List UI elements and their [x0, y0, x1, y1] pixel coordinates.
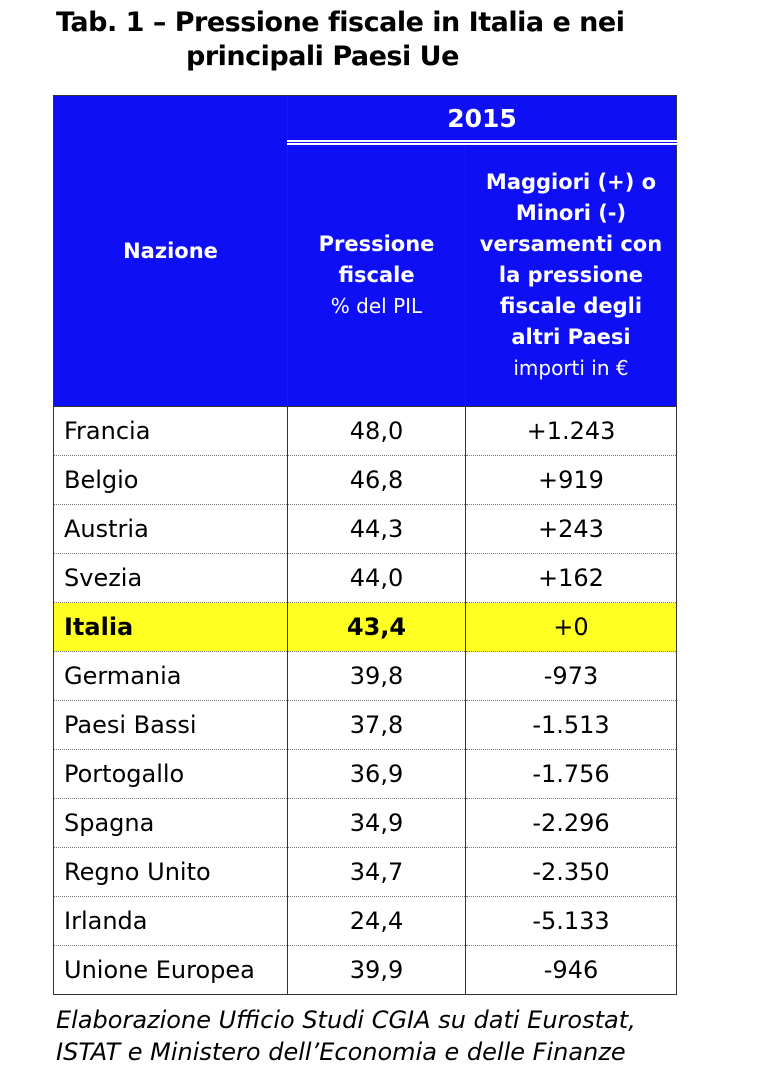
source-line: ISTAT e Ministero dell’Economia e delle …	[56, 1038, 626, 1066]
header-cell: Maggiori (+) o Minori (-) versamenti con…	[465, 142, 677, 407]
table-cell: 39,8	[287, 651, 466, 701]
header-unit: importi in €	[513, 356, 629, 380]
table-cell: -5.133	[465, 896, 677, 946]
table-cell: +919	[465, 455, 677, 505]
table-cell: Belgio	[53, 455, 288, 505]
table-row: Francia 48,0 +1.243	[53, 406, 677, 456]
table-row: Germania 39,8 -973	[53, 651, 677, 701]
header-title: Pressione fiscale	[318, 232, 435, 287]
header-cell: 2015	[287, 95, 677, 145]
table-cell: 34,9	[287, 798, 466, 848]
table-cell: Paesi Bassi	[53, 700, 288, 750]
table-cell: Portogallo	[53, 749, 288, 799]
table-cell: 34,7	[287, 847, 466, 897]
table-cell: 39,9	[287, 945, 466, 995]
table-cell: 36,9	[287, 749, 466, 799]
table-cell: Francia	[53, 406, 288, 456]
table-cell: 24,4	[287, 896, 466, 946]
header-unit: % del PIL	[330, 294, 423, 318]
table-cell: -1.756	[465, 749, 677, 799]
table-cell: Austria	[53, 504, 288, 554]
table-cell: +1.243	[465, 406, 677, 456]
table-cell: +162	[465, 553, 677, 603]
table-cell: Italia	[53, 602, 288, 652]
table-cell: +0	[465, 602, 677, 652]
table-row: Paesi Bassi 37,8 -1.513	[53, 700, 677, 750]
table: Nazione 2015 Pressione fiscale% del PIL …	[53, 95, 677, 995]
table-cell: Unione Europea	[53, 945, 288, 995]
header-cell: Pressione fiscale % del PIL	[287, 142, 466, 407]
table-cell: +243	[465, 504, 677, 554]
table-cell: -2.350	[465, 847, 677, 897]
table-row: Spagna 34,9 -2.296	[53, 798, 677, 848]
table-row: Unione Europea 39,9 -946	[53, 945, 677, 995]
table-cell: 44,0	[287, 553, 466, 603]
table-cell: Germania	[53, 651, 288, 701]
header-title: Maggiori (+) o Minori (-) versamenti con…	[479, 170, 663, 349]
table-row: Irlanda 24,4 -5.133	[53, 896, 677, 946]
table-cell: Spagna	[53, 798, 288, 848]
table-cell: 44,3	[287, 504, 466, 554]
table-cell: 43,4	[287, 602, 466, 652]
table-row: Regno Unito 34,7 -2.350	[53, 847, 677, 897]
table-cell: -1.513	[465, 700, 677, 750]
table-body: Francia 48,0 +1.243 Belgio 46,8 +919 Austria 44…	[53, 406, 677, 995]
header-cell: Nazione	[53, 95, 288, 407]
table-cell: 48,0	[287, 406, 466, 456]
title: Tab. 1 – Pressione fiscale in Italia e n…	[56, 6, 625, 74]
title-line: principali Paesi Ue	[186, 41, 459, 72]
table-cell: -2.296	[465, 798, 677, 848]
table-cell: Irlanda	[53, 896, 288, 946]
table-cell: 46,8	[287, 455, 466, 505]
title-line: Tab. 1 – Pressione fiscale in Italia e n…	[56, 7, 625, 38]
source: Elaborazione Ufficio Studi CGIA su dati …	[56, 1004, 636, 1068]
table-cell: Svezia	[53, 553, 288, 603]
table-cell: 37,8	[287, 700, 466, 750]
table-row: Italia 43,4 +0	[53, 602, 677, 652]
table-row: Austria 44,3 +243	[53, 504, 677, 554]
source-line: Elaborazione Ufficio Studi CGIA su dati …	[56, 1006, 636, 1034]
table-cell: Regno Unito	[53, 847, 288, 897]
table-row: Belgio 46,8 +919	[53, 455, 677, 505]
table-row: Portogallo 36,9 -1.756	[53, 749, 677, 799]
table-row: Svezia 44,0 +162	[53, 553, 677, 603]
table-cell: -973	[465, 651, 677, 701]
table-cell: -946	[465, 945, 677, 995]
